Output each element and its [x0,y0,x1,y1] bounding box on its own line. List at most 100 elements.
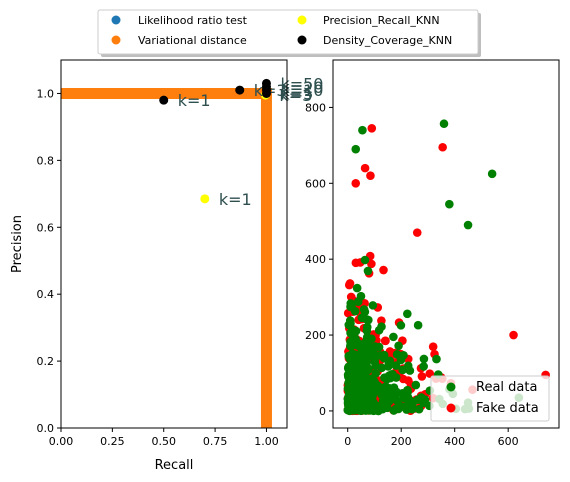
legend-marker-fake-data [446,403,456,413]
point-annotation: k=3 [279,86,312,105]
real-data-point [372,381,382,391]
real-data-point [357,390,366,400]
fake-data-point [379,265,388,275]
real-data-point [399,350,408,360]
left-axes-ticks: 0.00 0.25 0.50 0.75 1.00 0.0 0.2 0.4 0.6 0.8 1.0 [37,87,279,448]
real-data-point [382,401,392,411]
fake-data-point [366,171,375,181]
left-ytick-label: 0.4 [37,288,55,301]
real-data-point [386,373,395,383]
legend-label-real-data: Real data [476,380,537,395]
legend-label-precision-recall: Precision_Recall_KNN [323,14,440,27]
real-data-point [487,169,497,179]
variational-distance-lines [61,87,272,428]
real-data-point [360,255,370,265]
real-data-point [362,315,372,324]
right-xtick-label: 0 [344,435,351,448]
density-coverage-point [261,78,271,88]
real-data-point [347,389,356,399]
legend-label-likelihood: Likelihood ratio test [138,14,248,27]
real-data-point [374,342,384,352]
real-data-point [389,332,398,342]
real-data-point [346,341,355,351]
fake-data-point [377,316,386,325]
fake-data-point [428,342,438,352]
real-data-point [345,375,355,385]
left-ytick-label: 0.0 [37,422,55,435]
legend-frame [97,9,479,55]
right-legend: Real data Fake data [430,375,550,422]
left-ytick-label: 1.0 [37,87,55,100]
right-ytick-label: 0 [319,405,326,418]
precision-recall-point [200,194,210,204]
real-data-point [351,144,361,154]
left-ytick-label: 0.6 [37,221,55,234]
legend-marker-density-coverage [297,35,307,45]
real-data-point [352,283,362,293]
left-xtick-label: 0.75 [203,435,228,448]
real-data-point [414,404,424,414]
real-data-point [356,291,366,301]
real-data-point [439,119,449,129]
right-xtick-label: 200 [391,435,412,448]
right-ytick-label: 800 [305,101,326,114]
real-fake-scatter-plot: 0 200 400 600 0 200 400 600 800 Real data Fake d… [305,59,560,448]
real-data-point [345,354,355,364]
real-data-point [403,388,412,397]
right-ytick-label: 400 [305,253,326,266]
left-ylabel: Precision [10,215,25,273]
left-xtick-label: 0.25 [100,435,125,448]
left-xtick-label: 1.00 [254,435,279,448]
legend-marker-precision-recall [297,15,307,25]
real-data-point [463,220,473,230]
right-xtick-label: 600 [498,435,519,448]
real-data-point [358,125,367,135]
point-annotation: k=50 [280,74,323,93]
real-data-point [379,350,389,360]
real-data-point [432,354,441,364]
figure-legend: Likelihood ratio test Variational distan… [97,9,481,57]
real-data-point [374,325,384,335]
real-data-point [396,321,406,330]
legend-marker-variational [111,35,121,45]
real-data-point [384,359,394,369]
right-ytick-label: 200 [305,329,326,342]
legend-marker-likelihood [111,15,121,25]
fake-data-point [438,142,447,152]
point-annotation: k=1 [219,190,252,209]
real-data-point [403,309,412,319]
point-annotation: k=5 [280,84,313,103]
left-xtick-label: 0.50 [151,435,176,448]
real-data-point [367,391,377,401]
point-annotation: k=10 [280,81,323,100]
right-axes-ticks: 0 200 400 600 0 200 400 600 800 [305,101,519,448]
real-data-point [347,301,356,311]
left-xtick-label: 0.00 [49,435,74,448]
real-data-point [368,301,378,310]
point-annotation: k=1 [178,91,211,110]
left-axes-frame [60,59,288,429]
density-coverage-point [159,95,169,105]
real-data-point [362,322,372,332]
real-data-point [445,199,454,209]
fake-data-point [367,259,376,269]
fake-data-point [412,228,422,237]
fake-data-point [509,330,518,340]
real-data-point [345,316,355,325]
real-data-point [403,361,413,371]
real-data-point [366,375,375,385]
left-ytick-label: 0.8 [37,154,55,167]
real-data-point [419,362,428,371]
density-coverage-point [235,85,245,95]
variational-distance-line [61,87,272,428]
fake-data-point [345,279,355,288]
real-data-point [419,398,429,407]
right-ytick-label: 600 [305,177,326,190]
precision-recall-plot: 0.00 0.25 0.50 0.75 1.00 0.0 0.2 0.4 0.6 0.8 1.0 k… [10,59,323,473]
real-data-point [413,320,423,330]
point-annotation: k=20 [280,78,323,97]
real-data-point [348,399,358,409]
real-data-point [389,406,399,415]
real-data-point [363,340,372,349]
